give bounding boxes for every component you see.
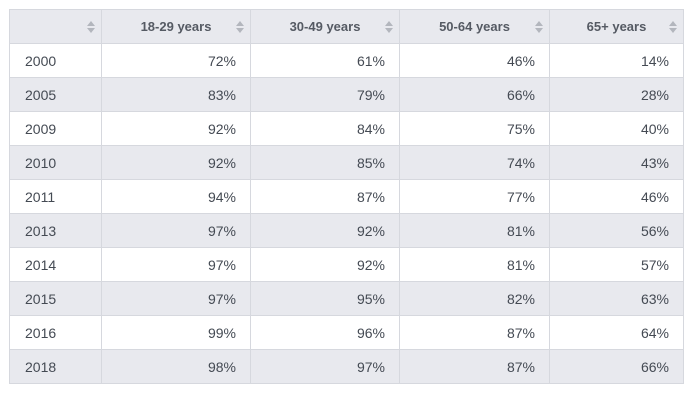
cell-value: 97%	[101, 247, 251, 282]
cell-value: 66%	[549, 349, 684, 384]
cell-year: 2013	[9, 213, 102, 248]
cell-value: 14%	[549, 43, 684, 78]
cell-value: 72%	[101, 43, 251, 78]
cell-value: 81%	[399, 247, 550, 282]
cell-value: 92%	[250, 213, 400, 248]
column-header-year[interactable]	[9, 9, 102, 44]
cell-value: 66%	[399, 77, 550, 112]
column-header-label: 18-29 years	[140, 19, 212, 34]
column-header-65-plus[interactable]: 65+ years	[549, 9, 684, 44]
table-row: 2016 99% 96% 87% 64%	[9, 315, 684, 350]
column-header-30-49[interactable]: 30-49 years	[250, 9, 400, 44]
cell-value: 95%	[250, 281, 400, 316]
cell-value: 77%	[399, 179, 550, 214]
cell-year: 2014	[9, 247, 102, 282]
table-row: 2015 97% 95% 82% 63%	[9, 281, 684, 316]
cell-year: 2000	[9, 43, 102, 78]
cell-value: 40%	[549, 111, 684, 146]
cell-year: 2018	[9, 349, 102, 384]
cell-value: 75%	[399, 111, 550, 146]
cell-value: 97%	[101, 213, 251, 248]
cell-value: 57%	[549, 247, 684, 282]
cell-value: 74%	[399, 145, 550, 180]
cell-value: 87%	[399, 349, 550, 384]
column-header-18-29[interactable]: 18-29 years	[101, 9, 251, 44]
sort-arrows-icon[interactable]	[669, 20, 677, 33]
cell-value: 82%	[399, 281, 550, 316]
cell-value: 61%	[250, 43, 400, 78]
sort-arrows-icon[interactable]	[87, 20, 95, 33]
cell-value: 92%	[101, 145, 251, 180]
table-row: 2013 97% 92% 81% 56%	[9, 213, 684, 248]
cell-value: 98%	[101, 349, 251, 384]
column-header-label: 30-49 years	[289, 19, 361, 34]
sort-arrows-icon[interactable]	[236, 20, 244, 33]
cell-year: 2015	[9, 281, 102, 316]
table-row: 2005 83% 79% 66% 28%	[9, 77, 684, 112]
cell-value: 84%	[250, 111, 400, 146]
cell-value: 46%	[549, 179, 684, 214]
table-row: 2014 97% 92% 81% 57%	[9, 247, 684, 282]
cell-value: 92%	[101, 111, 251, 146]
cell-value: 28%	[549, 77, 684, 112]
cell-value: 43%	[549, 145, 684, 180]
column-header-label: 50-64 years	[439, 19, 510, 34]
cell-year: 2009	[9, 111, 102, 146]
cell-value: 94%	[101, 179, 251, 214]
cell-value: 99%	[101, 315, 251, 350]
sort-arrows-icon[interactable]	[535, 20, 543, 33]
cell-value: 63%	[549, 281, 684, 316]
cell-value: 96%	[250, 315, 400, 350]
cell-value: 79%	[250, 77, 400, 112]
cell-value: 64%	[549, 315, 684, 350]
cell-year: 2005	[9, 77, 102, 112]
table-row: 2010 92% 85% 74% 43%	[9, 145, 684, 180]
cell-value: 97%	[250, 349, 400, 384]
cell-value: 92%	[250, 247, 400, 282]
column-header-50-64[interactable]: 50-64 years	[399, 9, 550, 44]
cell-value: 56%	[549, 213, 684, 248]
cell-year: 2011	[9, 179, 102, 214]
cell-year: 2016	[9, 315, 102, 350]
table-container: 18-29 years 30-49 years 50-64 years	[9, 9, 684, 384]
cell-value: 81%	[399, 213, 550, 248]
table-row: 2011 94% 87% 77% 46%	[9, 179, 684, 214]
cell-value: 97%	[101, 281, 251, 316]
table-row: 2018 98% 97% 87% 66%	[9, 349, 684, 384]
cell-year: 2010	[9, 145, 102, 180]
cell-value: 87%	[250, 179, 400, 214]
cell-value: 87%	[399, 315, 550, 350]
column-header-label: 65+ years	[586, 19, 647, 34]
table-row: 2009 92% 84% 75% 40%	[9, 111, 684, 146]
header-row: 18-29 years 30-49 years 50-64 years	[9, 9, 684, 44]
cell-value: 46%	[399, 43, 550, 78]
sort-arrows-icon[interactable]	[385, 20, 393, 33]
table-row: 2000 72% 61% 46% 14%	[9, 43, 684, 78]
data-table: 18-29 years 30-49 years 50-64 years	[9, 9, 684, 384]
cell-value: 85%	[250, 145, 400, 180]
cell-value: 83%	[101, 77, 251, 112]
